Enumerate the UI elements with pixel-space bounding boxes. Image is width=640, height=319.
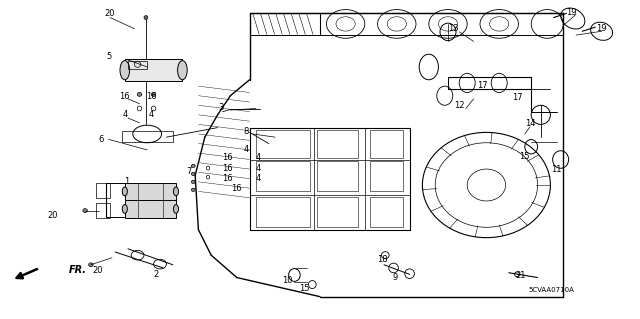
Text: 4: 4: [148, 110, 154, 119]
Bar: [256, 130, 310, 158]
Text: 4: 4: [256, 153, 261, 162]
Text: 16: 16: [222, 153, 232, 162]
Ellipse shape: [191, 180, 195, 183]
Ellipse shape: [138, 93, 142, 96]
Text: 17: 17: [512, 93, 522, 102]
Text: 16: 16: [146, 92, 156, 101]
Text: 17: 17: [477, 81, 487, 90]
Text: 15: 15: [520, 152, 530, 161]
Text: 9: 9: [392, 273, 397, 282]
Text: 15: 15: [299, 284, 309, 293]
Text: 10: 10: [282, 276, 292, 285]
Bar: [125, 182, 176, 200]
Text: 18: 18: [378, 255, 388, 263]
Text: 1: 1: [124, 177, 129, 186]
Text: 4: 4: [256, 164, 261, 173]
Ellipse shape: [122, 187, 127, 196]
Text: 5CVAA0710A: 5CVAA0710A: [529, 287, 575, 293]
Text: 4: 4: [256, 174, 261, 182]
Text: 8: 8: [244, 127, 249, 136]
Bar: [122, 131, 173, 142]
Text: 4: 4: [244, 145, 249, 154]
Ellipse shape: [177, 61, 187, 80]
Text: 21: 21: [515, 271, 525, 280]
Text: 5: 5: [106, 52, 111, 61]
Text: 14: 14: [525, 119, 535, 128]
Text: 11: 11: [552, 165, 562, 174]
Bar: [96, 203, 110, 218]
Text: FR.: FR.: [69, 264, 87, 275]
Ellipse shape: [88, 263, 93, 267]
Bar: [96, 183, 110, 198]
Text: 19: 19: [566, 8, 577, 17]
Text: 2: 2: [153, 271, 158, 279]
Ellipse shape: [122, 204, 127, 213]
Ellipse shape: [173, 204, 179, 213]
Text: 16: 16: [222, 164, 232, 173]
Text: 16: 16: [232, 184, 242, 193]
Bar: [317, 197, 358, 227]
Text: 7: 7: [186, 167, 191, 176]
Text: 3: 3: [219, 103, 224, 112]
Text: 16: 16: [222, 174, 232, 182]
Bar: [256, 161, 310, 191]
Ellipse shape: [83, 209, 88, 212]
Text: 20: 20: [48, 211, 58, 219]
Ellipse shape: [151, 93, 156, 96]
Text: 16: 16: [120, 92, 130, 101]
Ellipse shape: [173, 187, 179, 196]
Text: 20: 20: [92, 266, 102, 275]
Bar: [370, 161, 403, 191]
Text: 20: 20: [105, 9, 115, 18]
Bar: [370, 130, 403, 158]
Bar: [128, 61, 147, 69]
Ellipse shape: [191, 172, 195, 175]
Ellipse shape: [144, 16, 148, 19]
Ellipse shape: [120, 61, 130, 80]
Text: 4: 4: [122, 110, 127, 119]
Bar: [317, 161, 358, 191]
Text: 13: 13: [448, 24, 458, 33]
Bar: [370, 197, 403, 227]
Text: 19: 19: [596, 24, 607, 33]
Bar: [125, 200, 176, 218]
Bar: [256, 197, 310, 227]
Bar: [317, 130, 358, 158]
Bar: [125, 59, 182, 81]
Ellipse shape: [191, 164, 195, 167]
Text: 12: 12: [454, 101, 465, 110]
Ellipse shape: [191, 188, 195, 191]
Text: 6: 6: [99, 135, 104, 144]
